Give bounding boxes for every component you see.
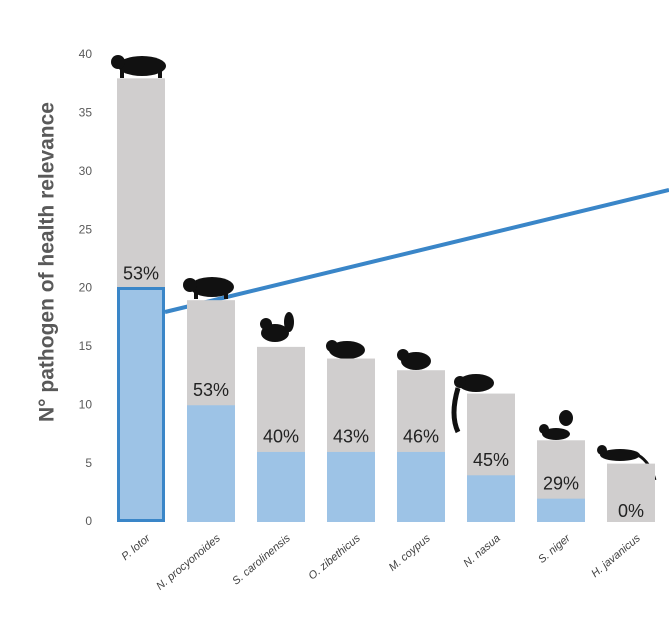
data-label: 40% xyxy=(263,427,299,447)
x-tick-label: M. coypus xyxy=(387,532,433,574)
y-tick-label: 0 xyxy=(85,514,92,528)
y-tick-label: 15 xyxy=(79,339,93,353)
y-tick-label: 35 xyxy=(79,106,93,120)
data-label: 53% xyxy=(193,380,229,400)
bar-subset xyxy=(187,405,235,522)
data-label: 53% xyxy=(123,263,159,283)
x-tick-label: S. carolinensis xyxy=(230,532,293,587)
icon xyxy=(451,374,494,434)
bar-subset xyxy=(257,451,305,522)
data-label: 45% xyxy=(473,450,509,470)
y-tick-label: 20 xyxy=(79,281,93,295)
animal-icons xyxy=(111,55,657,481)
callout-line xyxy=(164,188,669,314)
icon xyxy=(260,312,294,342)
bar-subset xyxy=(117,287,165,522)
y-tick-label: 25 xyxy=(79,222,93,236)
bar-subset xyxy=(327,451,375,522)
bar-subset xyxy=(467,475,515,522)
icon xyxy=(539,410,573,440)
bar-subset xyxy=(537,498,585,522)
data-label: 29% xyxy=(543,473,579,493)
y-tick-label: 5 xyxy=(85,456,92,470)
x-tick-label: S. niger xyxy=(536,531,574,565)
icon xyxy=(111,55,166,78)
x-tick-label: N. procyonoides xyxy=(154,532,223,593)
y-axis-title: N° pathogen of health relevance xyxy=(36,102,59,422)
data-label: 46% xyxy=(403,427,439,447)
bar-subset xyxy=(397,451,445,522)
data-label: 0% xyxy=(618,501,644,521)
x-tick-label: N. nasua xyxy=(461,532,502,569)
x-tick-label: H. javanicus xyxy=(589,532,643,580)
y-tick-label: 10 xyxy=(79,397,93,411)
x-tick-label: P. lotor xyxy=(119,531,153,563)
data-label: 43% xyxy=(333,427,369,447)
icon xyxy=(183,277,234,299)
x-tick-label: O. zibethicus xyxy=(306,532,363,582)
icon xyxy=(326,340,365,359)
y-tick-label: 30 xyxy=(79,164,93,178)
y-tick-label: 40 xyxy=(79,47,93,61)
bar xyxy=(607,463,655,522)
icon xyxy=(397,349,431,370)
